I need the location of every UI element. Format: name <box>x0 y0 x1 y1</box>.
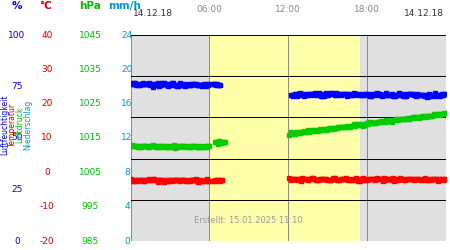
Text: mm/h: mm/h <box>108 1 141 11</box>
Text: 18:00: 18:00 <box>354 6 380 15</box>
Text: 8: 8 <box>124 168 130 177</box>
Text: 50: 50 <box>11 134 23 142</box>
Text: 75: 75 <box>11 82 23 91</box>
Text: 30: 30 <box>41 65 53 74</box>
Text: -10: -10 <box>40 202 54 211</box>
Text: 20: 20 <box>41 99 53 108</box>
Text: 12:00: 12:00 <box>275 6 301 15</box>
Text: 24: 24 <box>122 30 133 40</box>
Text: 995: 995 <box>81 202 99 211</box>
Text: 40: 40 <box>41 30 53 40</box>
Bar <box>288 35 360 241</box>
Text: 1015: 1015 <box>78 134 102 142</box>
Text: 06:00: 06:00 <box>196 6 222 15</box>
Text: °C: °C <box>39 1 51 11</box>
Text: 100: 100 <box>9 30 26 40</box>
Text: Luftfeuchtigkeit: Luftfeuchtigkeit <box>0 95 9 155</box>
Text: 14.12.18: 14.12.18 <box>132 10 172 18</box>
Text: Temperatur: Temperatur <box>8 103 17 147</box>
Text: 985: 985 <box>81 236 99 246</box>
Text: Erstellt: 15.01.2025 11:10: Erstellt: 15.01.2025 11:10 <box>194 216 303 225</box>
Text: Luftdruck: Luftdruck <box>15 107 24 143</box>
Text: 16: 16 <box>121 99 133 108</box>
Text: 10: 10 <box>41 134 53 142</box>
Text: 0: 0 <box>14 236 20 246</box>
Text: hPa: hPa <box>79 1 101 11</box>
Text: -20: -20 <box>40 236 54 246</box>
Text: 1045: 1045 <box>79 30 101 40</box>
Text: 12: 12 <box>122 134 133 142</box>
Text: Niederschlag: Niederschlag <box>23 100 32 150</box>
Text: 0: 0 <box>124 236 130 246</box>
Text: 4: 4 <box>124 202 130 211</box>
Bar <box>209 35 288 241</box>
Text: 0: 0 <box>44 168 50 177</box>
Text: 20: 20 <box>122 65 133 74</box>
Text: 1035: 1035 <box>78 65 102 74</box>
Text: 25: 25 <box>11 185 22 194</box>
Text: 1025: 1025 <box>79 99 101 108</box>
Text: 14.12.18: 14.12.18 <box>404 10 444 18</box>
Text: %: % <box>12 1 22 11</box>
Text: 1005: 1005 <box>78 168 102 177</box>
